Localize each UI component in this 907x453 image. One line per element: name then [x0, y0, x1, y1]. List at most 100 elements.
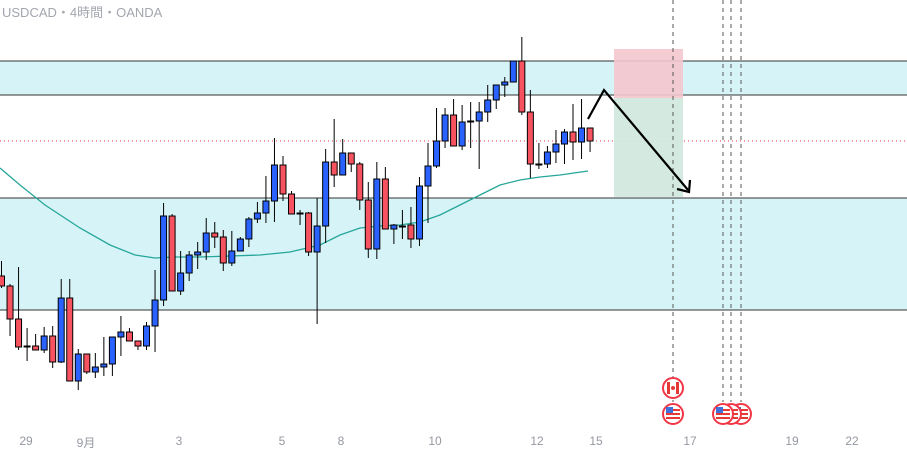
candle [236, 237, 244, 252]
candle [492, 84, 500, 109]
candle-body [91, 366, 99, 373]
candle [347, 152, 355, 172]
candle-body [143, 325, 151, 347]
candle [151, 270, 159, 352]
candle-body [40, 335, 48, 351]
candle-body [160, 215, 168, 301]
candle-body [270, 164, 278, 202]
candle [40, 327, 48, 353]
candle [15, 267, 23, 350]
time-axis-label: 12 [530, 434, 544, 448]
candle-body [390, 224, 398, 230]
candle [279, 156, 287, 201]
candle [32, 334, 40, 351]
candle-body [108, 336, 116, 365]
candle-body [501, 81, 509, 86]
candle-body [492, 84, 500, 101]
flag-stripe [716, 413, 730, 415]
candle [262, 176, 270, 223]
candle-body [0, 275, 5, 287]
candle-body [202, 232, 210, 253]
candle [177, 251, 185, 295]
flag-stripe [667, 382, 670, 394]
candle-body [518, 60, 526, 113]
candle-body [475, 111, 483, 122]
candle-body [586, 127, 594, 142]
candle-body [262, 200, 270, 214]
candle-body [23, 345, 31, 348]
candle-body [381, 178, 389, 230]
candle-body [552, 143, 560, 153]
candle [322, 149, 330, 243]
candle [91, 353, 99, 378]
candle [407, 207, 415, 248]
candle-body [74, 353, 82, 382]
candle-body [467, 120, 475, 123]
time-axis-label: 29 [19, 434, 33, 448]
candlesticks [0, 37, 594, 390]
candle-body [66, 297, 74, 382]
time-axis-label: 8 [337, 434, 345, 448]
candle-body [535, 163, 543, 166]
time-axis-label: 19 [785, 434, 799, 448]
candle [168, 214, 176, 292]
time-axis-label: 10 [428, 434, 442, 448]
candle-body [450, 114, 458, 147]
candle [552, 130, 560, 163]
candle [211, 222, 219, 248]
candle [398, 210, 406, 239]
candle-body [313, 225, 321, 253]
candle [83, 353, 91, 374]
candle-body [32, 345, 40, 351]
candle [475, 102, 483, 169]
candle [143, 322, 151, 350]
candle [134, 340, 142, 350]
stop-loss-zone [614, 49, 683, 98]
candle-body [424, 165, 432, 187]
candle-body [288, 193, 296, 215]
candle-body [168, 215, 176, 292]
flag-canton [666, 407, 673, 413]
time-axis-label: 9月 [76, 436, 96, 450]
candle [288, 191, 296, 215]
candle [330, 119, 338, 187]
candle [49, 326, 57, 368]
candle-body [194, 251, 202, 256]
candle [219, 230, 227, 271]
candle-body [509, 60, 517, 83]
us-flag-icon [712, 403, 734, 425]
candle [484, 85, 492, 122]
candle-body [526, 111, 534, 165]
candle [270, 138, 278, 222]
candle [543, 146, 551, 168]
maple-leaf [671, 386, 675, 390]
upper-zone [0, 61, 907, 95]
candle-body [57, 297, 65, 363]
candle [578, 99, 586, 159]
candle-body [364, 199, 372, 250]
candle-body [279, 164, 287, 195]
candle [381, 167, 389, 230]
candle-body [578, 127, 586, 143]
candle [424, 143, 432, 223]
candle-body [117, 331, 125, 338]
candle [117, 316, 125, 356]
moving-average-line [0, 167, 589, 259]
candle-body [219, 236, 227, 264]
time-axis-label: 3 [175, 434, 183, 448]
candle-body [6, 285, 14, 320]
candle-body [415, 185, 423, 240]
candle [450, 99, 458, 147]
candle [253, 202, 261, 223]
candle-body [356, 163, 364, 201]
candle-body [458, 121, 466, 147]
time-axis-label: 22 [845, 434, 859, 448]
candle-body [305, 212, 313, 253]
candle-body [211, 232, 219, 238]
flag-stripe [676, 382, 679, 394]
candle [66, 279, 74, 382]
candle [57, 279, 65, 363]
candle [305, 212, 313, 256]
candle [356, 162, 364, 210]
